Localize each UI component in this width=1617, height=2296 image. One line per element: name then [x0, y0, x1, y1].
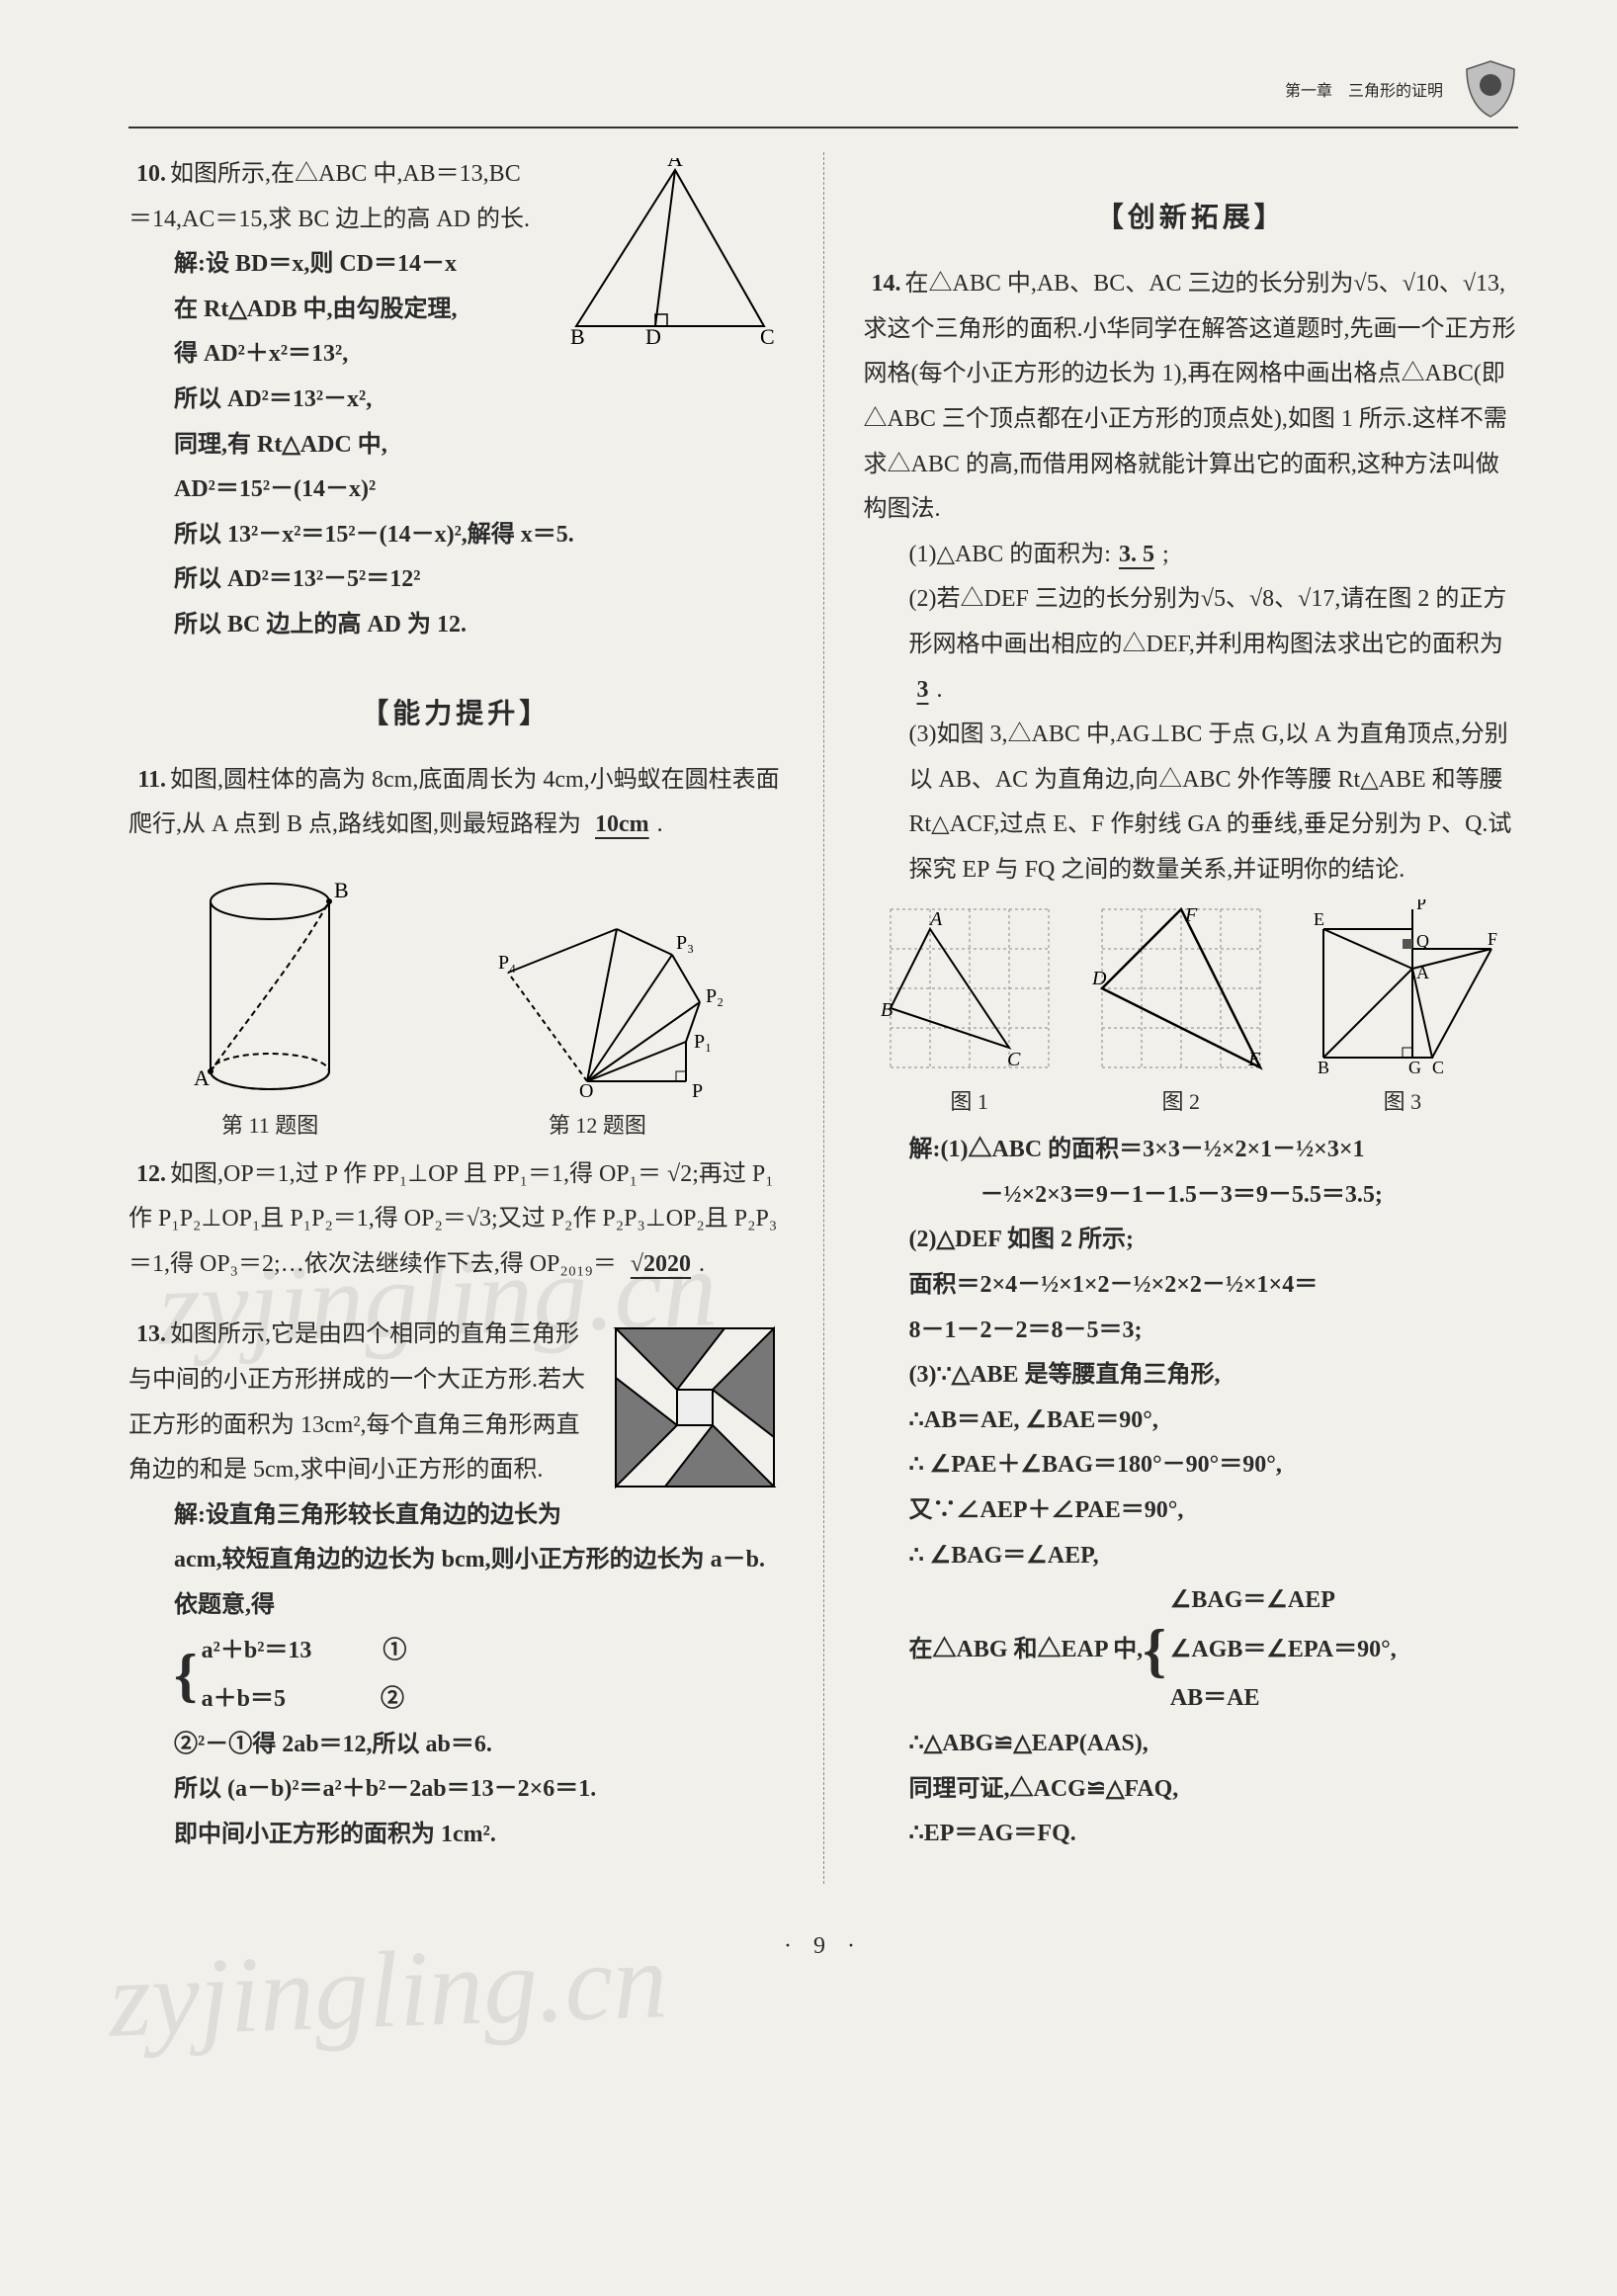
problem-10: A B C D 10.如图所示,在△ABC 中,AB＝13,BC＝14,AC＝1… [128, 152, 784, 648]
answer-blank: √2020 [623, 1251, 699, 1277]
chapter-title: 第一章 三角形的证明 [1285, 77, 1443, 101]
zhao-shuang-figure-icon [606, 1318, 784, 1496]
cylinder-figure-icon: B A [186, 874, 354, 1101]
problem-11: 11.如图,圆柱体的高为 8cm,底面周长为 4cm,小蚂蚁在圆柱表面爬行,从 … [128, 758, 784, 848]
solution-line: 所以 (a－b)²＝a²＋b²－2ab＝13－2×6＝1. [128, 1767, 784, 1813]
solution-line: AD²＝15²－(14－x)² [128, 468, 784, 513]
svg-text:B: B [1318, 1058, 1329, 1077]
solution-line: 8－1－2－2＝8－5＝3; [864, 1309, 1519, 1354]
figure-caption: 第 11 题图 [186, 1105, 354, 1147]
problem-number: 10. [128, 152, 166, 198]
solution-line: (3)∵△ABE 是等腰直角三角形, [864, 1353, 1519, 1399]
section-innovation-title: 【创新拓展】 [864, 192, 1519, 244]
right-column: 【创新拓展】 14.在△ABC 中,AB、BC、AC 三边的长分别为√5、√10… [864, 152, 1519, 1884]
problem-number: 11. [128, 758, 166, 804]
inline-value: √2 [667, 1161, 692, 1187]
problem-text: 如图,圆柱体的高为 8cm,底面周长为 4cm,小蚂蚁在圆柱表面爬行,从 A 点… [128, 767, 780, 838]
solution-line: 所以 AD²＝13²－x², [128, 378, 784, 423]
grid-figure-2-icon: F D E [1092, 899, 1270, 1077]
problem-13: 13.如图所示,它是由四个相同的直角三角形与中间的小正方形拼成的一个大正方形.若… [128, 1313, 784, 1857]
svg-text:D: D [1092, 968, 1107, 989]
svg-text:O: O [579, 1080, 593, 1101]
svg-text:E: E [1247, 1049, 1260, 1070]
solution-line: ∴AB＝AE, ∠BAE＝90°, [864, 1399, 1519, 1444]
problem-text: 如图所示,它是由四个相同的直角三角形与中间的小正方形拼成的一个大正方形.若大正方… [128, 1321, 585, 1483]
page-number: · 9 · [128, 1933, 1518, 1960]
svg-text:A: A [928, 908, 943, 930]
solution-line: 即中间小正方形的面积为 1cm². [128, 1813, 784, 1858]
solution-line: 同理可证,△ACG≌△FAQ, [864, 1767, 1519, 1813]
problem-number: 12. [128, 1152, 166, 1198]
shield-logo-icon [1463, 59, 1518, 119]
svg-text:G: G [1408, 1058, 1421, 1077]
solution-line: (2)△DEF 如图 2 所示; [864, 1218, 1519, 1263]
svg-text:C: C [1432, 1058, 1444, 1077]
solution-line: 所以 AD²＝13²－5²＝12² [128, 557, 784, 603]
subquestion: (3)如图 3,△ABC 中,AG⊥BC 于点 G,以 A 为直角顶点,分别以 … [864, 713, 1519, 893]
equation-system: 在△ABG 和△EAP 中, { ∠BAG＝∠AEP ∠AGB＝∠EPA＝90°… [864, 1578, 1519, 1722]
problem-number: 14. [864, 262, 901, 307]
answer-blank: 10cm [587, 811, 657, 837]
solution-line: 所以 BC 边上的高 AD 为 12. [128, 603, 784, 648]
page-header: 第一章 三角形的证明 [128, 59, 1518, 128]
svg-text:A: A [1416, 963, 1429, 982]
solution-line: －½×2×3＝9－1－1.5－3＝9－5.5＝3.5; [864, 1173, 1519, 1219]
svg-text:F: F [1184, 904, 1198, 926]
figure-row: A B C 图 1 F D E [864, 899, 1519, 1123]
triangle-figure-icon: A B C D [556, 158, 784, 346]
solution-line: 同理,有 Rt△ADC 中, [128, 423, 784, 468]
solution-line: ②²－①得 2ab＝12,所以 ab＝6. [128, 1723, 784, 1768]
svg-text:B: B [334, 878, 349, 902]
svg-text:Q: Q [1416, 931, 1429, 951]
left-column: A B C D 10.如图所示,在△ABC 中,AB＝13,BC＝14,AC＝1… [128, 152, 784, 1884]
solution-line: 解:设直角三角形较长直角边的边长为 acm,较短直角边的边长为 bcm,则小正方… [128, 1493, 784, 1629]
problem-text: 如图所示,在△ABC 中,AB＝13,BC＝14,AC＝15,求 BC 边上的高… [128, 161, 530, 232]
svg-text:P₄: P₄ [498, 952, 516, 974]
svg-text:D: D [645, 324, 661, 346]
solution-line: 又∵∠AEP＋∠PAE＝90°, [864, 1488, 1519, 1534]
solution-line: ∴ ∠PAE＋∠BAG＝180°－90°＝90°, [864, 1443, 1519, 1488]
svg-text:C: C [1007, 1049, 1021, 1070]
figure-caption: 图 1 [881, 1081, 1059, 1123]
svg-text:A: A [194, 1065, 210, 1090]
subquestion: (1)△ABC 的面积为:3. 5; [864, 533, 1519, 578]
svg-text:P₂: P₂ [706, 985, 723, 1007]
problem-text: 如图,OP＝1,过 P 作 PP₁⊥OP 且 PP₁＝1,得 OP₁＝ [170, 1161, 661, 1187]
problem-14: 14.在△ABC 中,AB、BC、AC 三边的长分别为√5、√10、√13,求这… [864, 262, 1519, 1857]
solution-line: 面积＝2×4－½×1×2－½×2×2－½×1×4＝ [864, 1263, 1519, 1309]
figure-caption: 图 3 [1304, 1081, 1501, 1123]
solution-line: ∴EP＝AG＝FQ. [864, 1812, 1519, 1857]
svg-text:F: F [1488, 929, 1497, 949]
figure-caption: 图 2 [1092, 1081, 1270, 1123]
geometry-figure-3-icon: E F P Q A B G C [1304, 899, 1501, 1077]
svg-text:C: C [760, 324, 775, 346]
solution-line: ∴△ABG≌△EAP(AAS), [864, 1722, 1519, 1767]
grid-figure-1-icon: A B C [881, 899, 1059, 1077]
svg-text:P₁: P₁ [694, 1031, 712, 1053]
section-ability-title: 【能力提升】 [128, 688, 784, 740]
svg-text:B: B [570, 324, 585, 346]
answer-blank: 3. 5 [1111, 542, 1162, 567]
problem-text: 在△ABC 中,AB、BC、AC 三边的长分别为√5、√10、√13,求这个三角… [864, 271, 1516, 522]
solution-line: 所以 13²－x²＝15²－(14－x)²,解得 x＝5. [128, 513, 784, 558]
subquestion: (2)若△DEF 三边的长分别为√5、√8、√17,请在图 2 的正方形网格中画… [864, 577, 1519, 713]
svg-text:P: P [1416, 899, 1426, 913]
solution-line: 解:(1)△ABC 的面积＝3×3－½×2×1－½×3×1 [864, 1128, 1519, 1173]
equation-system: { a²＋b²＝13 ① a＋b＝5 ② [128, 1629, 784, 1723]
svg-text:B: B [881, 999, 893, 1021]
svg-text:E: E [1314, 909, 1324, 929]
figure-caption: 第 12 题图 [468, 1105, 725, 1147]
answer-blank: 3 [909, 677, 937, 703]
column-divider [823, 152, 824, 1884]
problem-number: 13. [128, 1313, 166, 1358]
svg-text:P: P [692, 1080, 703, 1101]
svg-text:P₃: P₃ [676, 932, 694, 954]
problem-12: 12.如图,OP＝1,过 P 作 PP₁⊥OP 且 PP₁＝1,得 OP₁＝ √… [128, 1152, 784, 1288]
spiral-figure-icon: O P P₁ P₂ P₃ P₄ [468, 893, 725, 1101]
svg-text:A: A [667, 158, 683, 171]
figure-row: B A 第 11 题图 [128, 874, 784, 1147]
solution-line: ∴ ∠BAG＝∠AEP, [864, 1534, 1519, 1579]
